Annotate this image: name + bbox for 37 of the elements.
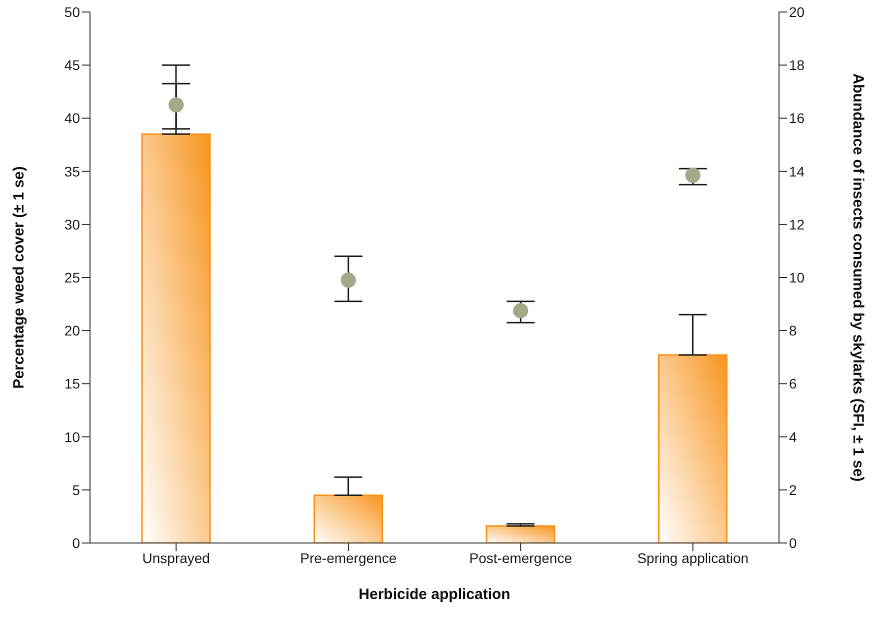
point <box>168 97 184 113</box>
y2-tick-label: 20 <box>789 4 805 20</box>
y-tick-label: 0 <box>72 534 80 551</box>
y2-tick-label: 14 <box>789 163 805 180</box>
x-tick-label: Spring application <box>637 550 749 566</box>
bar <box>141 133 211 543</box>
y2-tick-label: 0 <box>789 534 797 551</box>
y-tick-label: 50 <box>64 4 80 20</box>
x-axis-title: Herbicide application <box>358 586 510 603</box>
y-tick-label: 40 <box>64 110 80 126</box>
y-tick-label: 30 <box>64 216 80 232</box>
y2-tick-label: 10 <box>789 269 805 286</box>
y2-axis-title: Abundance of insects consumed by skylarks (SFI, ± 1 se) <box>850 73 867 482</box>
y-tick-label: 35 <box>64 163 80 180</box>
y-tick-label: 10 <box>64 428 80 445</box>
y2-tick-label: 12 <box>789 216 805 232</box>
x-tick-label: Pre-emergence <box>300 550 397 566</box>
bar <box>658 354 728 543</box>
x-tick-label: Unsprayed <box>142 550 210 566</box>
y2-tick-label: 8 <box>789 322 797 339</box>
point <box>513 303 528 318</box>
point <box>340 272 356 288</box>
y-tick-label: 5 <box>72 482 80 498</box>
y-tick-label: 45 <box>64 57 80 74</box>
y-tick-label: 20 <box>64 322 80 339</box>
y-tick-label: 15 <box>64 376 80 392</box>
y2-tick-label: 16 <box>789 110 805 126</box>
y-tick-label: 25 <box>64 269 80 286</box>
bar <box>314 494 383 543</box>
y2-tick-label: 6 <box>789 376 797 392</box>
bar <box>486 525 556 543</box>
point <box>685 168 700 183</box>
y-axis-title: Percentage weed cover (± 1 se) <box>10 166 28 389</box>
y2-tick-label: 18 <box>789 57 805 74</box>
y2-tick-label: 2 <box>789 482 797 498</box>
x-tick-label: Post-emergence <box>469 550 572 566</box>
y2-tick-label: 4 <box>789 428 797 445</box>
